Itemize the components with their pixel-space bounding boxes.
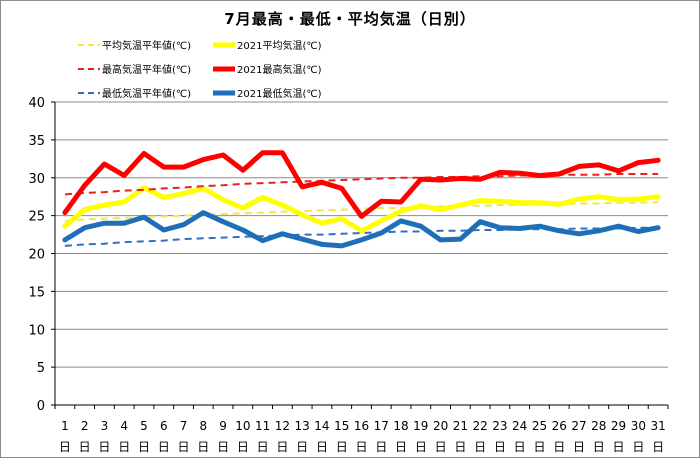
x-tick-label: 30 [631, 419, 646, 433]
gridlines [55, 101, 668, 368]
x-tick-label: 12 [275, 419, 290, 433]
x-tick-label: 16 [354, 419, 369, 433]
x-tick-label: 27 [571, 419, 586, 433]
legend-label: 2021平均気温(℃) [237, 39, 322, 52]
x-tick-label: 4 [120, 419, 128, 433]
x-tick-label-unit: 日 [217, 440, 229, 454]
x-tick-label: 24 [512, 419, 527, 433]
x-tick-label-unit: 日 [178, 440, 190, 454]
x-tick-label: 17 [374, 419, 389, 433]
x-tick-label-unit: 日 [593, 440, 605, 454]
x-tick-label: 26 [552, 419, 567, 433]
y-tick-label: 40 [28, 96, 45, 111]
x-tick-label: 9 [219, 419, 227, 433]
x-tick-label: 13 [295, 419, 310, 433]
x-tick-label: 31 [650, 419, 665, 433]
x-tick-label-unit: 日 [257, 440, 269, 454]
x-tick-label-unit: 日 [316, 440, 328, 454]
y-axis-ticks: 0 5 10 15 20 25 30 35 40 [28, 96, 45, 414]
x-tick-label-unit: 日 [652, 440, 664, 454]
y-tick-label: 20 [28, 248, 45, 263]
legend-label: 最低気温平年値(℃) [102, 87, 191, 100]
x-tick-label-unit: 日 [336, 440, 348, 454]
x-tick-label-unit: 日 [494, 440, 506, 454]
y-tick-label: 25 [28, 210, 45, 225]
x-tick-label: 15 [334, 419, 349, 433]
series-line-2 [62, 185, 661, 234]
x-tick-label-unit: 日 [435, 440, 447, 454]
x-tick-label-unit: 日 [573, 440, 585, 454]
y-tick-label: 15 [28, 285, 45, 300]
y-tick-label: 35 [28, 134, 45, 149]
x-tick-label-unit: 日 [395, 440, 407, 454]
x-tick-label: 10 [235, 419, 250, 433]
x-tick-label: 25 [532, 419, 547, 433]
x-tick-label-unit: 日 [118, 440, 130, 454]
x-tick-label-unit: 日 [79, 440, 91, 454]
legend-label: 最高気温平年値(℃) [102, 63, 191, 76]
x-tick-label: 2 [81, 419, 89, 433]
y-tick-label: 30 [28, 172, 45, 187]
y-tick-label: 10 [28, 323, 45, 338]
x-tick-label-unit: 日 [158, 440, 170, 454]
x-tick-label-unit: 日 [296, 440, 308, 454]
x-tick-label: 21 [453, 419, 468, 433]
x-tick-label: 6 [160, 419, 168, 433]
x-tick-label: 11 [255, 419, 270, 433]
x-tick-label-unit: 日 [197, 440, 209, 454]
x-tick-label: 7 [180, 419, 188, 433]
x-tick-label: 19 [413, 419, 428, 433]
x-tick-label-unit: 日 [237, 440, 249, 454]
x-tick-label: 1 [61, 419, 69, 433]
legend-label: 2021最高気温(℃) [237, 63, 322, 76]
x-tick-label-unit: 日 [355, 440, 367, 454]
series-lines [62, 150, 661, 249]
legend: 平均気温平年値(℃) 2021平均気温(℃) 最高気温平年値(℃) 2021最高気温(… [78, 39, 322, 100]
x-tick-label: 14 [314, 419, 329, 433]
x-tick-label: 22 [473, 419, 488, 433]
x-axis-ticks: 1日2日3日4日5日6日7日8日9日10日11日12日13日14日15日16日1… [59, 419, 666, 454]
x-tick-label: 3 [101, 419, 109, 433]
y-tick-label: 0 [37, 399, 45, 414]
series-line-6 [62, 210, 661, 249]
x-tick-label-unit: 日 [632, 440, 644, 454]
axes [51, 101, 669, 409]
x-tick-label-unit: 日 [553, 440, 565, 454]
chart-title: 7月最高・最低・平均気温（日別） [224, 10, 476, 28]
x-tick-label: 8 [199, 419, 207, 433]
y-tick-label: 5 [37, 361, 45, 376]
x-tick-label: 20 [433, 419, 448, 433]
x-tick-label: 18 [393, 419, 408, 433]
x-tick-label-unit: 日 [375, 440, 387, 454]
legend-label: 平均気温平年値(℃) [102, 39, 191, 52]
x-tick-label-unit: 日 [533, 440, 545, 454]
x-tick-label: 5 [140, 419, 148, 433]
x-tick-label-unit: 日 [138, 440, 150, 454]
x-tick-label-unit: 日 [474, 440, 486, 454]
x-tick-label-unit: 日 [98, 440, 110, 454]
legend-label: 2021最低気温(℃) [237, 87, 322, 100]
x-tick-label: 28 [591, 419, 606, 433]
x-tick-label: 23 [492, 419, 507, 433]
x-tick-label-unit: 日 [276, 440, 288, 454]
x-tick-label-unit: 日 [613, 440, 625, 454]
x-tick-label-unit: 日 [514, 440, 526, 454]
series-line-4 [62, 150, 661, 219]
x-tick-label-unit: 日 [415, 440, 427, 454]
x-tick-label: 29 [611, 419, 626, 433]
x-tick-label-unit: 日 [59, 440, 71, 454]
x-tick-label-unit: 日 [454, 440, 466, 454]
